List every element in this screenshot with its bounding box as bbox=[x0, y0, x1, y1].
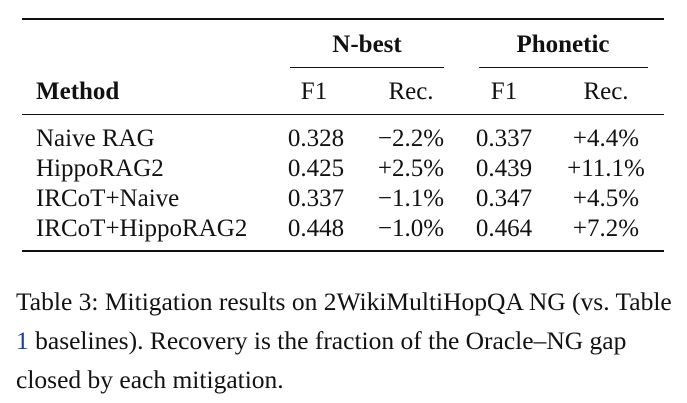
top-rule bbox=[22, 18, 664, 21]
method-header: Method bbox=[36, 78, 120, 105]
row-nbest-rec: −1.0% bbox=[377, 215, 445, 242]
caption-text-continued: baselines). Recovery is the fraction of … bbox=[16, 326, 627, 394]
row-phonetic-rec: +7.2% bbox=[572, 215, 640, 242]
mid-rule bbox=[22, 114, 664, 116]
row-phonetic-rec: +4.5% bbox=[572, 185, 640, 212]
row-phonetic-f1: 0.439 bbox=[475, 155, 533, 182]
group-header-phonetic: Phonetic bbox=[516, 31, 610, 58]
row-phonetic-f1: 0.347 bbox=[475, 185, 533, 212]
row-nbest-rec: −2.2% bbox=[377, 125, 445, 152]
row-method: HippoRAG2 bbox=[36, 155, 164, 182]
row-nbest-f1: 0.337 bbox=[287, 185, 345, 212]
row-method: IRCoT+Naive bbox=[36, 185, 180, 212]
table-caption: Table 3: Mitigation results on 2WikiMult… bbox=[16, 282, 678, 399]
row-phonetic-rec: +11.1% bbox=[567, 155, 645, 182]
row-phonetic-f1: 0.464 bbox=[475, 215, 533, 242]
table-reference-link[interactable]: 1 bbox=[16, 326, 29, 355]
row-phonetic-rec: +4.4% bbox=[572, 125, 640, 152]
row-nbest-rec: +2.5% bbox=[377, 155, 445, 182]
row-nbest-f1: 0.328 bbox=[287, 125, 345, 152]
header-nbest-f1: F1 bbox=[300, 78, 328, 105]
header-nbest-rec: Rec. bbox=[388, 78, 434, 105]
row-nbest-f1: 0.425 bbox=[287, 155, 345, 182]
row-method: IRCoT+HippoRAG2 bbox=[36, 215, 248, 242]
row-nbest-f1: 0.448 bbox=[287, 215, 345, 242]
group-header-nbest: N-best bbox=[332, 31, 402, 58]
nbest-cmidrule bbox=[290, 67, 444, 69]
row-method: Naive RAG bbox=[36, 125, 155, 152]
header-phonetic-f1: F1 bbox=[490, 78, 518, 105]
phonetic-cmidrule bbox=[479, 67, 648, 69]
header-phonetic-rec: Rec. bbox=[583, 78, 629, 105]
caption-text: Table 3: Mitigation results on 2WikiMult… bbox=[16, 287, 672, 316]
bottom-rule bbox=[22, 250, 664, 253]
row-nbest-rec: −1.1% bbox=[377, 185, 445, 212]
row-phonetic-f1: 0.337 bbox=[475, 125, 533, 152]
